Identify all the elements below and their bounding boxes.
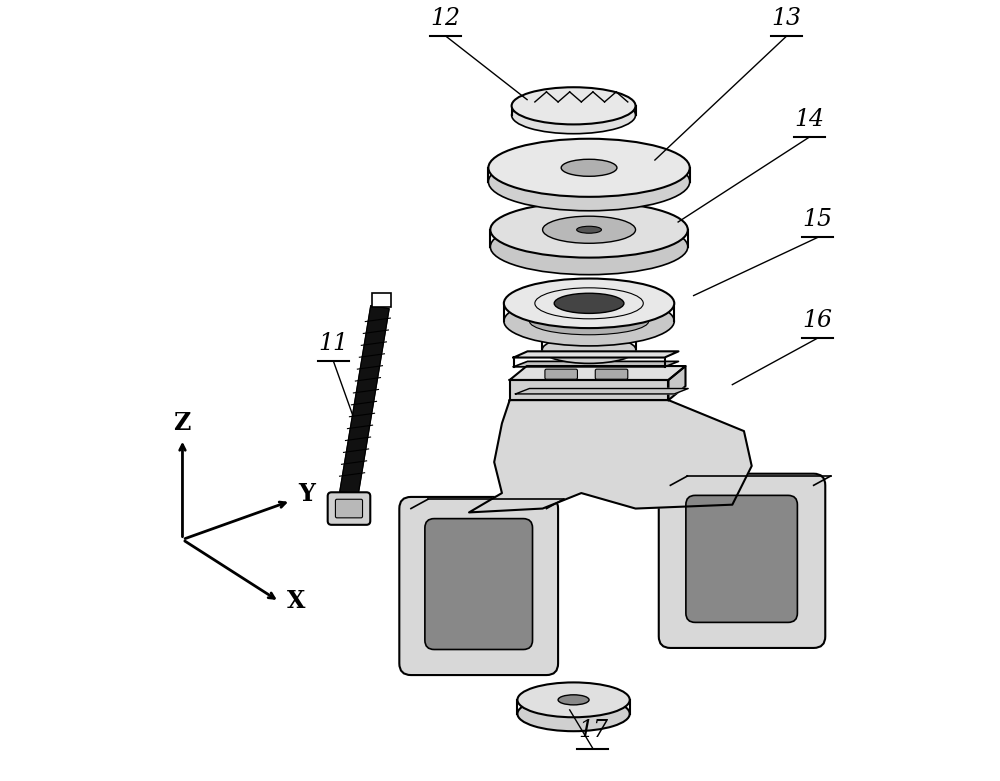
FancyBboxPatch shape bbox=[399, 497, 558, 675]
Ellipse shape bbox=[561, 159, 617, 177]
Ellipse shape bbox=[543, 216, 636, 244]
FancyBboxPatch shape bbox=[595, 369, 628, 380]
Ellipse shape bbox=[512, 87, 636, 124]
Ellipse shape bbox=[490, 219, 688, 275]
Polygon shape bbox=[668, 366, 685, 400]
Text: 16: 16 bbox=[803, 309, 833, 332]
Ellipse shape bbox=[577, 226, 601, 234]
FancyBboxPatch shape bbox=[686, 495, 797, 622]
FancyBboxPatch shape bbox=[659, 474, 825, 648]
Text: Y: Y bbox=[299, 482, 316, 506]
Ellipse shape bbox=[517, 697, 630, 731]
Ellipse shape bbox=[542, 336, 636, 363]
FancyBboxPatch shape bbox=[328, 492, 370, 525]
Ellipse shape bbox=[512, 97, 636, 134]
Polygon shape bbox=[515, 388, 688, 394]
Text: 17: 17 bbox=[578, 719, 608, 743]
Text: Z: Z bbox=[173, 411, 191, 434]
Polygon shape bbox=[510, 366, 685, 380]
Ellipse shape bbox=[558, 695, 589, 705]
FancyBboxPatch shape bbox=[425, 519, 533, 650]
Ellipse shape bbox=[554, 293, 624, 313]
Text: 12: 12 bbox=[431, 7, 461, 30]
Text: X: X bbox=[287, 589, 306, 612]
Polygon shape bbox=[510, 380, 668, 400]
Ellipse shape bbox=[504, 296, 674, 346]
Polygon shape bbox=[469, 400, 752, 512]
Ellipse shape bbox=[488, 152, 690, 211]
Text: 14: 14 bbox=[795, 108, 825, 130]
Ellipse shape bbox=[488, 139, 690, 197]
Text: 15: 15 bbox=[803, 209, 833, 231]
Polygon shape bbox=[340, 305, 389, 494]
Ellipse shape bbox=[529, 308, 649, 335]
Polygon shape bbox=[514, 362, 679, 367]
Polygon shape bbox=[514, 351, 679, 358]
FancyBboxPatch shape bbox=[335, 499, 363, 518]
Ellipse shape bbox=[504, 279, 674, 328]
Bar bbox=[372, 293, 391, 306]
Text: 11: 11 bbox=[318, 332, 348, 355]
Text: 13: 13 bbox=[772, 7, 802, 30]
FancyBboxPatch shape bbox=[545, 369, 577, 380]
Ellipse shape bbox=[490, 201, 688, 258]
Ellipse shape bbox=[517, 683, 630, 717]
